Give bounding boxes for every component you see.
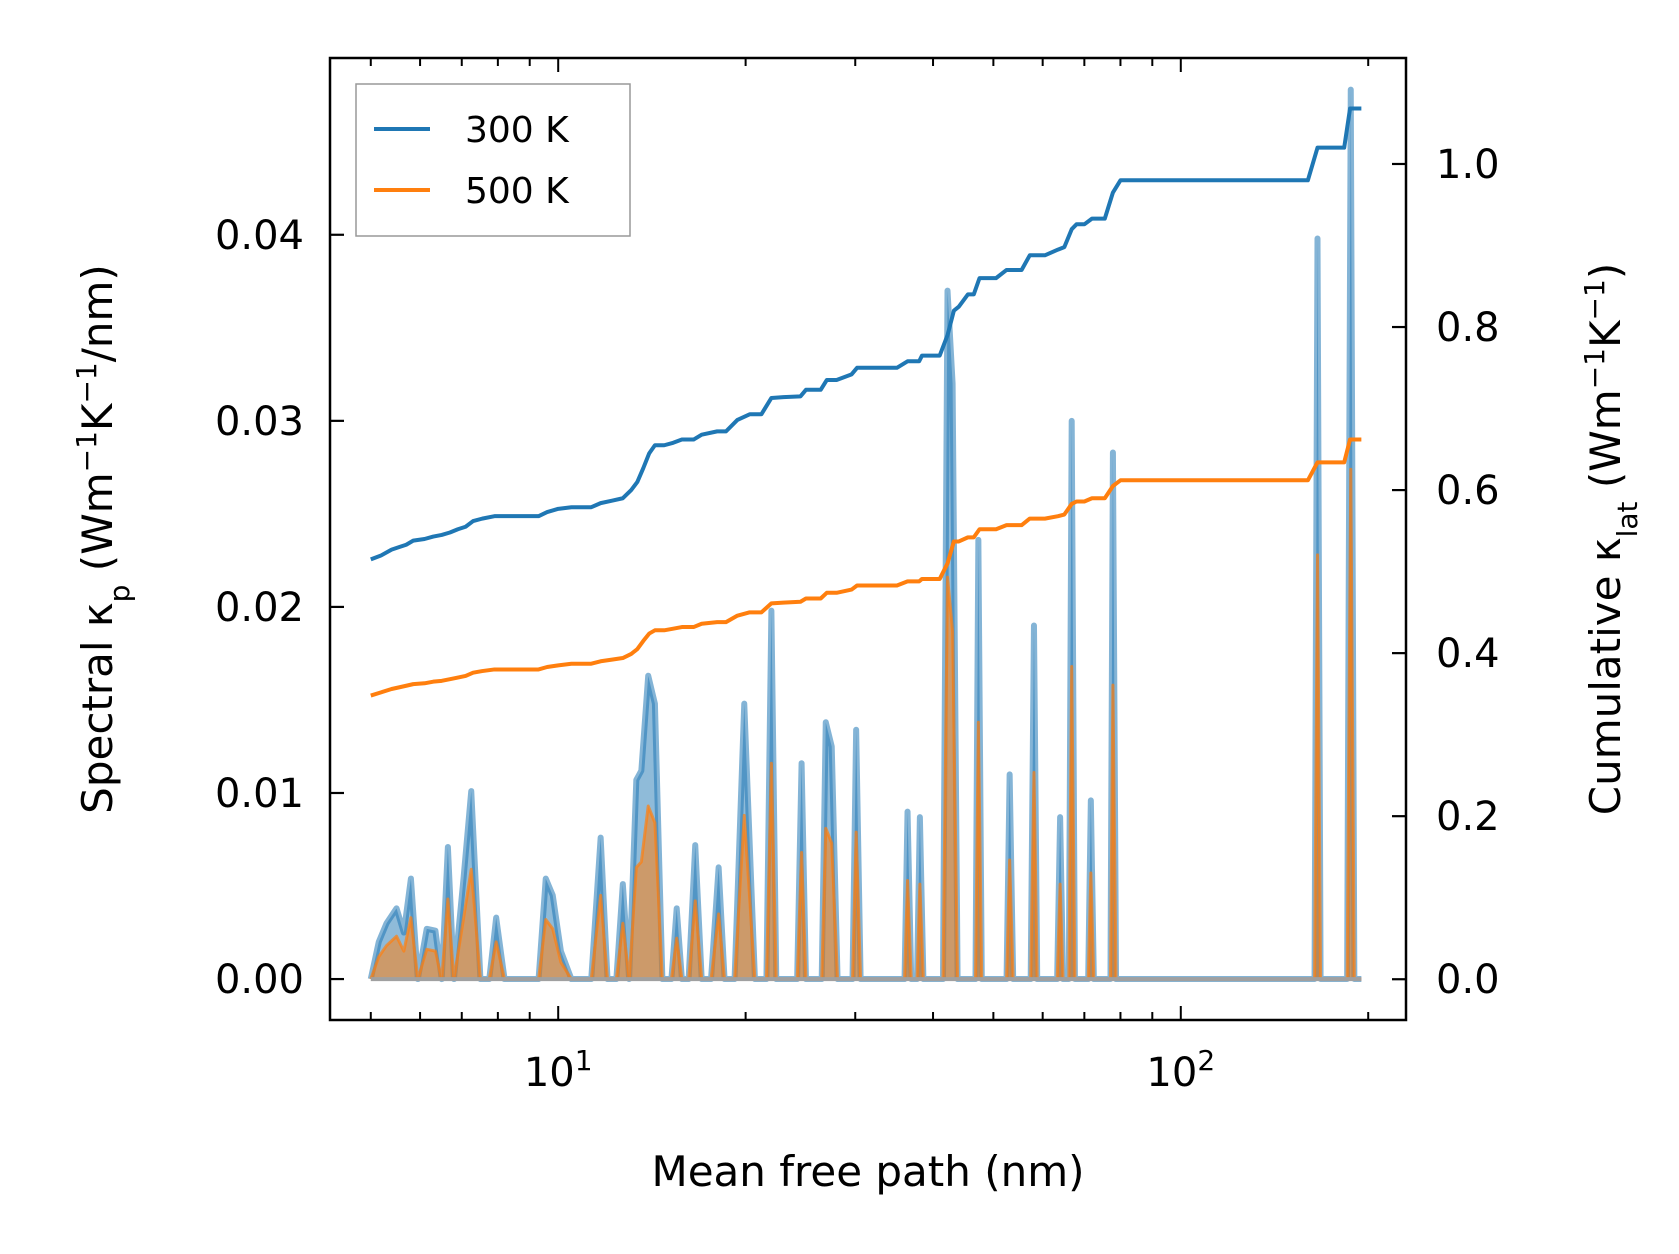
plot-frame	[328, 56, 1408, 1022]
legend-label-300k: 300 K	[465, 110, 570, 151]
cumulative-line-300k	[370, 106, 1362, 562]
left-y-tick-label: 0.03	[215, 399, 304, 445]
left-y-tick-label: 0.02	[215, 585, 304, 631]
x-tick-label: 101	[524, 1044, 593, 1097]
x-tick-label: 102	[1146, 1044, 1215, 1097]
left-axis-title: Spectral κp (Wm−1K−1/nm)	[70, 264, 136, 814]
left-y-tick-label: 0.04	[215, 213, 304, 259]
cumulative-line-500k	[370, 437, 1362, 698]
legend-label-500k: 500 K	[465, 171, 570, 212]
left-y-tick-label: 0.01	[215, 771, 304, 817]
left-y-tick-label: 0.00	[215, 957, 304, 1003]
right-y-tick-label: 0.4	[1436, 631, 1500, 677]
legend-box	[355, 83, 631, 237]
right-axis-title: Cumulative κlat (Wm−1K−1)	[1578, 263, 1644, 815]
right-y-tick-label: 1.0	[1436, 142, 1500, 188]
x-axis-title: Mean free path (nm)	[651, 1147, 1084, 1196]
right-y-tick-label: 0.6	[1436, 468, 1500, 514]
right-y-tick-label: 0.0	[1436, 957, 1500, 1003]
right-y-tick-label: 0.2	[1436, 794, 1500, 840]
right-y-tick-label: 0.8	[1436, 305, 1500, 351]
legend: 300 K 500 K	[355, 83, 631, 237]
